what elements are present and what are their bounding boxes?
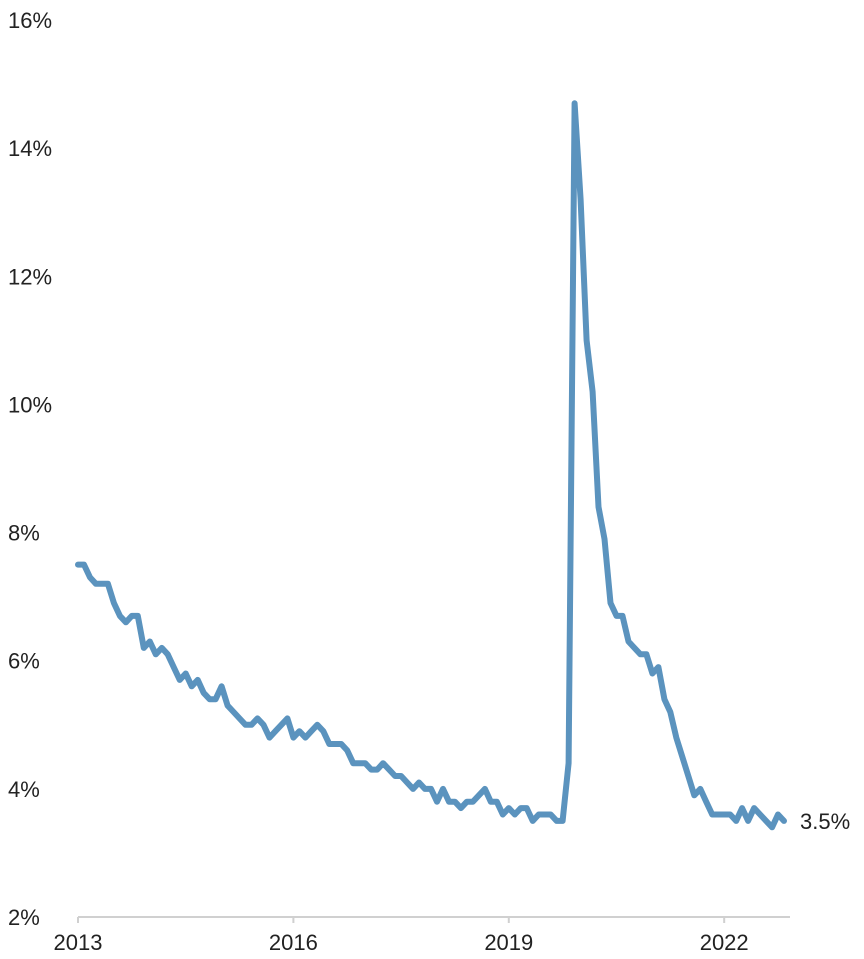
x-axis-ticks: 2013 2016 2019 2022 — [54, 917, 749, 955]
y-tick-label: 4% — [8, 777, 40, 802]
x-tick-label: 2019 — [484, 930, 533, 955]
x-tick-label: 2022 — [700, 930, 749, 955]
y-axis-tick-labels: 2% 4% 6% 8% 10% 12% 14% 16% — [8, 8, 52, 930]
y-tick-label: 16% — [8, 8, 52, 33]
y-tick-label: 12% — [8, 264, 52, 289]
y-tick-label: 2% — [8, 905, 40, 930]
unemployment-rate-line — [75, 100, 787, 831]
x-tick-label: 2016 — [269, 930, 318, 955]
y-tick-label: 10% — [8, 392, 52, 417]
y-tick-label: 6% — [8, 649, 40, 674]
end-value-label: 3.5% — [800, 809, 850, 834]
x-tick-label: 2013 — [54, 930, 103, 955]
y-tick-label: 14% — [8, 136, 52, 161]
y-tick-label: 8% — [8, 521, 40, 546]
